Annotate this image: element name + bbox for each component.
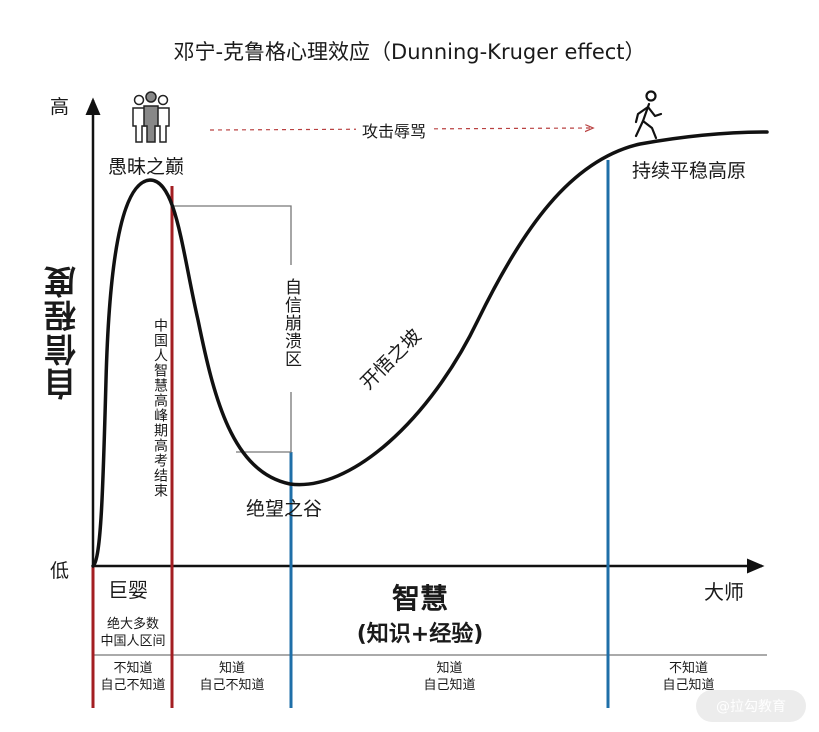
valley-label: 绝望之谷: [246, 498, 323, 520]
y-axis-label: 自信程度: [43, 264, 81, 400]
watermark: @拉勾教育: [696, 690, 806, 722]
diagram-title: 邓宁-克鲁格心理效应（Dunning-Kruger effect）: [173, 40, 646, 64]
attack-label: 攻击辱骂: [356, 118, 433, 142]
zone-note-2: 知道 自己不知道: [199, 661, 265, 693]
x-axis-sublabel: (知识+经验): [356, 622, 484, 647]
peak-label: 愚昧之巅: [108, 156, 185, 178]
collapse-bracket: [172, 205, 292, 265]
zone-note-1: 不知道 自己不知道: [100, 661, 166, 693]
collapse-zone-label: 自信崩溃区: [281, 278, 301, 368]
group-people-icon: [132, 91, 170, 143]
y-high-label: 高: [50, 96, 70, 118]
x-end-label: 大师: [704, 580, 744, 604]
majority-note: 绝大多数 中国人区间: [100, 617, 166, 649]
y-low-label: 低: [50, 560, 70, 582]
zone-note-3: 知道 自己知道: [423, 661, 476, 693]
plateau-label: 持续平稳高原: [632, 160, 747, 182]
collapse-bracket-lower: [236, 392, 292, 453]
confidence-curve: [91, 130, 769, 568]
x-start-label: 巨婴: [108, 578, 148, 602]
zone-note-4: 不知道 自己知道: [662, 661, 715, 693]
china-peak-label: 中国人智慧高峰期高考结束: [152, 318, 168, 498]
x-axis-label: 智慧: [391, 582, 448, 615]
walking-person-icon: [634, 90, 663, 140]
